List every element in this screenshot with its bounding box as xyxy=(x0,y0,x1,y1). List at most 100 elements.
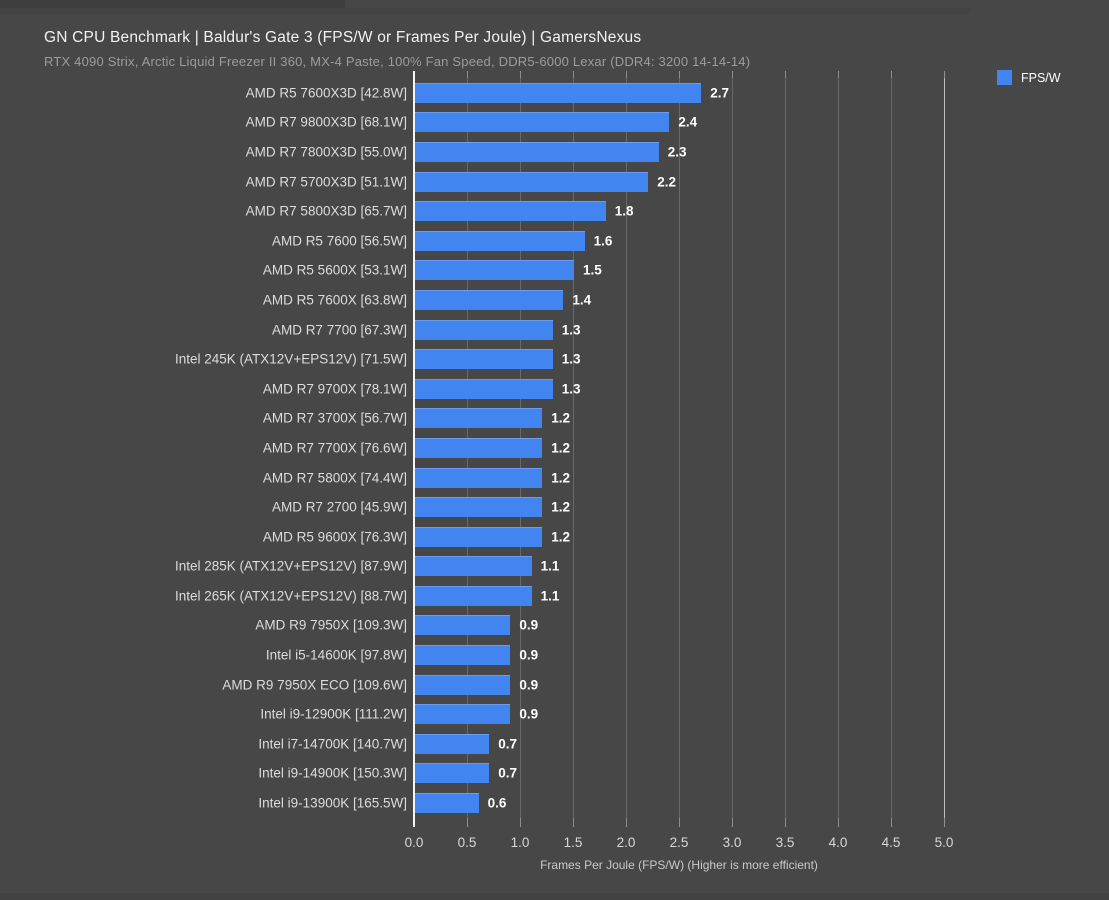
tick-mark xyxy=(626,71,627,78)
value-label: 0.6 xyxy=(487,795,507,811)
axis-ticks-bottom xyxy=(413,818,945,827)
tick-mark xyxy=(944,818,945,827)
x-tick-label: 5.0 xyxy=(934,835,954,850)
bar xyxy=(415,704,511,725)
x-tick-label: 4.5 xyxy=(881,835,901,850)
chart-title: GN CPU Benchmark | Baldur's Gate 3 (FPS/… xyxy=(44,29,642,46)
bottom-shade-strip xyxy=(0,893,1109,900)
table-row: AMD R7 9800X3D [68.1W] 2.4 xyxy=(0,108,1109,138)
category-label: AMD R7 7700 [67.3W] xyxy=(271,322,407,338)
bar xyxy=(415,319,553,340)
category-label: AMD R5 7600X3D [42.8W] xyxy=(245,85,407,101)
bar xyxy=(415,260,574,281)
bar xyxy=(415,793,479,814)
value-label: 2.3 xyxy=(667,144,687,160)
category-label: Intel i5-14600K [97.8W] xyxy=(265,647,407,663)
category-label: AMD R7 9800X3D [68.1W] xyxy=(245,114,407,130)
x-tick-label: 2.0 xyxy=(616,835,636,850)
value-label: 1.2 xyxy=(551,410,570,426)
table-row: AMD R9 7950X [109.3W] 0.9 xyxy=(0,611,1109,641)
category-label: AMD R7 5800X3D [65.7W] xyxy=(245,203,407,219)
tick-mark xyxy=(520,818,521,827)
value-label: 2.2 xyxy=(657,174,676,190)
gridline xyxy=(944,78,945,818)
tick-mark xyxy=(891,818,892,827)
value-label: 1.2 xyxy=(551,470,570,486)
category-label: AMD R7 9700X [78.1W] xyxy=(262,381,407,397)
category-label: AMD R7 2700 [45.9W] xyxy=(271,499,407,515)
table-row: Intel 245K (ATX12V+EPS12V) [71.5W] 1.3 xyxy=(0,344,1109,374)
table-row: AMD R5 7600X [63.8W] 1.4 xyxy=(0,285,1109,315)
table-row: Intel i9-14900K [150.3W] 0.7 xyxy=(0,759,1109,789)
top-shade-strip-2 xyxy=(0,8,970,14)
category-label: AMD R9 7950X [109.3W] xyxy=(255,617,407,633)
value-label: 1.2 xyxy=(551,440,570,456)
tick-mark xyxy=(732,818,733,827)
value-label: 0.7 xyxy=(498,765,517,781)
gridline xyxy=(785,78,786,818)
table-row: AMD R7 9700X [78.1W] 1.3 xyxy=(0,374,1109,404)
x-tick-label: 0.0 xyxy=(404,835,424,850)
tick-mark xyxy=(679,71,680,78)
bar xyxy=(415,289,564,310)
tick-mark xyxy=(626,818,627,827)
tick-mark xyxy=(413,818,415,827)
tick-mark xyxy=(679,818,680,827)
bar xyxy=(415,82,702,103)
tick-mark xyxy=(838,818,839,827)
bar xyxy=(415,585,532,606)
bar xyxy=(415,171,649,192)
top-shade-strip xyxy=(0,0,345,8)
table-row: AMD R7 7700 [67.3W] 1.3 xyxy=(0,315,1109,345)
tick-mark xyxy=(467,818,468,827)
axis-ticks-top xyxy=(413,71,945,78)
table-row: AMD R7 5800X3D [65.7W] 1.8 xyxy=(0,196,1109,226)
x-tick-label: 4.0 xyxy=(828,835,848,850)
value-label: 1.2 xyxy=(551,529,570,545)
tick-mark xyxy=(732,71,733,78)
bar xyxy=(415,615,511,636)
tick-mark xyxy=(785,818,786,827)
value-label: 0.9 xyxy=(519,617,539,633)
x-axis-title: Frames Per Joule (FPS/W) (Higher is more… xyxy=(540,858,818,872)
table-row: AMD R5 5600X [53.1W] 1.5 xyxy=(0,256,1109,286)
table-row: AMD R7 5700X3D [51.1W] 2.2 xyxy=(0,167,1109,197)
category-label: AMD R5 7600X [63.8W] xyxy=(262,292,407,308)
value-label: 1.1 xyxy=(540,558,560,574)
table-row: AMD R7 7800X3D [55.0W] 2.3 xyxy=(0,137,1109,167)
bar xyxy=(415,230,585,251)
bar xyxy=(415,526,543,547)
tick-mark xyxy=(520,71,521,78)
bar xyxy=(415,378,553,399)
bar xyxy=(415,467,543,488)
table-row: AMD R7 5800X [74.4W] 1.2 xyxy=(0,463,1109,493)
tick-mark xyxy=(891,71,892,78)
category-label: Intel i7-14700K [140.7W] xyxy=(258,736,407,752)
table-row: Intel i7-14700K [140.7W] 0.7 xyxy=(0,729,1109,759)
category-label: Intel 245K (ATX12V+EPS12V) [71.5W] xyxy=(175,351,407,367)
bar xyxy=(415,763,490,784)
tick-mark xyxy=(413,71,415,78)
bar-rows: AMD R5 7600X3D [42.8W] 2.7 AMD R7 9800X3D … xyxy=(0,78,1109,818)
value-label: 1.3 xyxy=(561,351,581,367)
x-tick-label: 3.5 xyxy=(775,835,795,850)
bar xyxy=(415,201,606,222)
bar xyxy=(415,497,543,518)
value-label: 1.4 xyxy=(572,292,592,308)
x-tick-label: 0.5 xyxy=(457,835,477,850)
table-row: AMD R5 7600 [56.5W] 1.6 xyxy=(0,226,1109,256)
category-label: AMD R7 5800X [74.4W] xyxy=(262,470,407,486)
bar xyxy=(415,674,511,695)
category-label: Intel i9-13900K [165.5W] xyxy=(258,795,407,811)
category-label: AMD R7 3700X [56.7W] xyxy=(262,410,407,426)
table-row: Intel 265K (ATX12V+EPS12V) [88.7W] 1.1 xyxy=(0,581,1109,611)
table-row: AMD R9 7950X ECO [109.6W] 0.9 xyxy=(0,670,1109,700)
value-label: 1.3 xyxy=(561,322,581,338)
table-row: AMD R7 3700X [56.7W] 1.2 xyxy=(0,404,1109,434)
table-row: AMD R7 2700 [45.9W] 1.2 xyxy=(0,492,1109,522)
table-row: AMD R5 7600X3D [42.8W] 2.7 xyxy=(0,78,1109,108)
value-label: 1.1 xyxy=(540,588,560,604)
bar xyxy=(415,645,511,666)
legend-label: FPS/W xyxy=(1021,70,1061,85)
chart-subtitle: RTX 4090 Strix, Arctic Liquid Freezer II… xyxy=(44,54,751,69)
